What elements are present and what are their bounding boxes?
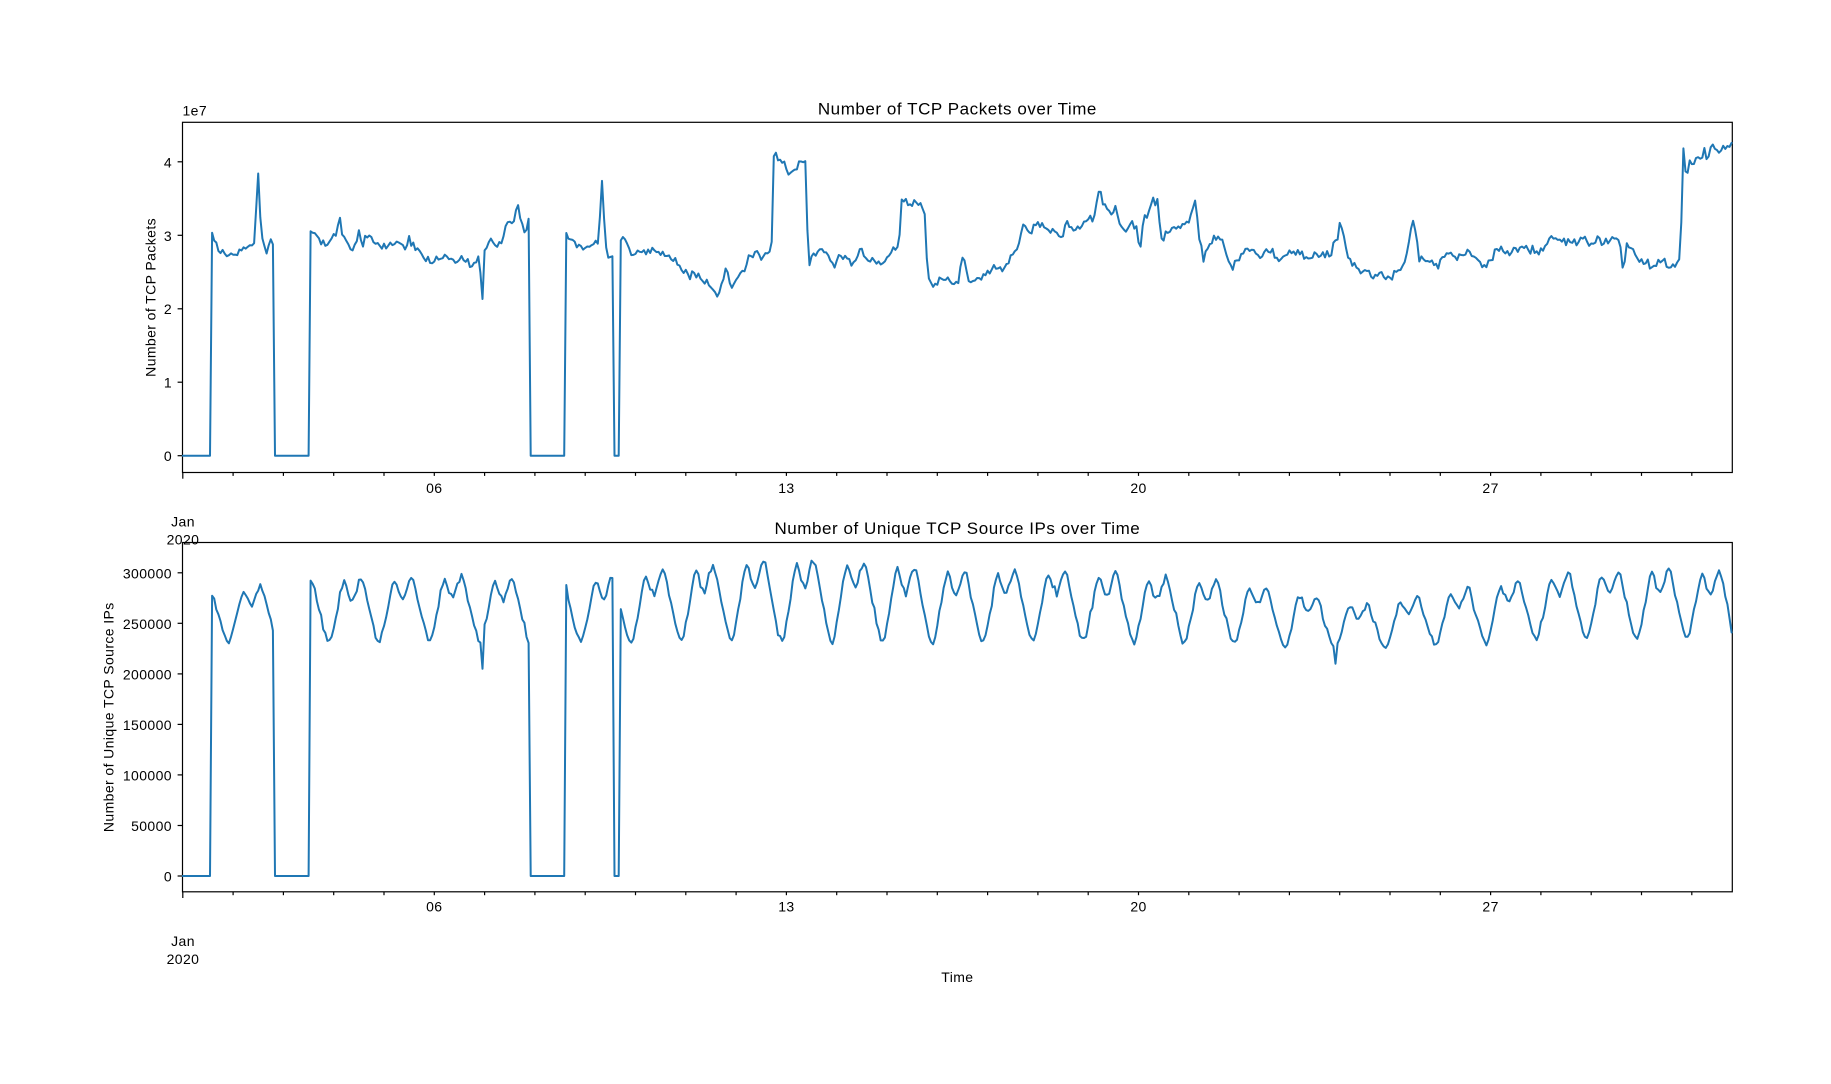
svg-text:1e7: 1e7 <box>183 103 208 119</box>
svg-text:27: 27 <box>1482 480 1498 496</box>
svg-text:06: 06 <box>426 899 442 915</box>
svg-text:1: 1 <box>164 375 172 391</box>
svg-text:150000: 150000 <box>123 717 172 733</box>
svg-text:Number of Unique TCP Source IP: Number of Unique TCP Source IPs over Tim… <box>774 519 1140 538</box>
svg-text:13: 13 <box>778 480 794 496</box>
svg-text:27: 27 <box>1482 899 1498 915</box>
svg-text:Jan: Jan <box>171 933 195 949</box>
svg-text:200000: 200000 <box>123 666 172 682</box>
svg-text:13: 13 <box>778 899 794 915</box>
svg-text:06: 06 <box>426 480 442 496</box>
svg-text:250000: 250000 <box>123 616 172 632</box>
svg-text:Jan: Jan <box>171 514 195 530</box>
svg-text:3: 3 <box>164 228 172 244</box>
svg-text:20: 20 <box>1130 480 1146 496</box>
svg-text:20: 20 <box>1130 899 1146 915</box>
svg-text:100000: 100000 <box>123 767 172 783</box>
svg-text:50000: 50000 <box>131 818 172 834</box>
svg-text:4: 4 <box>164 154 172 170</box>
svg-text:0: 0 <box>164 869 172 885</box>
svg-text:Number of TCP Packets over Tim: Number of TCP Packets over Time <box>818 100 1097 119</box>
svg-text:2020: 2020 <box>167 532 200 548</box>
svg-text:Number of Unique TCP Source IP: Number of Unique TCP Source IPs <box>101 602 117 832</box>
svg-text:Number of TCP Packets: Number of TCP Packets <box>143 218 159 377</box>
svg-text:0: 0 <box>164 448 172 464</box>
svg-text:Time: Time <box>941 969 973 985</box>
svg-text:2: 2 <box>164 301 172 317</box>
svg-text:2020: 2020 <box>167 951 200 967</box>
svg-text:300000: 300000 <box>123 565 172 581</box>
